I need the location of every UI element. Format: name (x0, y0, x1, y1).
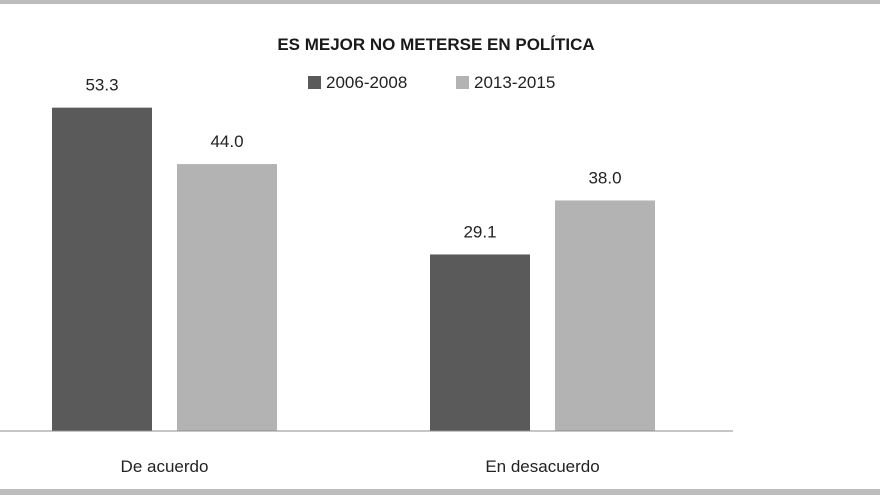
bar-chart: ES MEJOR NO METERSE EN POLÍTICA 2006-200… (0, 35, 733, 476)
bar-2-1 (430, 254, 530, 431)
category-label-2: En desacuerdo (485, 457, 599, 476)
legend-swatch-2 (456, 76, 469, 89)
legend-swatch-1 (308, 76, 321, 89)
data-label-1-2: 44.0 (210, 132, 243, 151)
bar-1-1 (52, 107, 152, 431)
bar-2-2 (555, 200, 655, 431)
chart-title: ES MEJOR NO METERSE EN POLÍTICA (277, 35, 594, 54)
legend-label-2: 2013-2015 (474, 73, 555, 92)
data-label-2-1: 29.1 (463, 222, 496, 241)
category-labels: De acuerdo En desacuerdo (121, 457, 600, 476)
legend: 2006-2008 2013-2015 (308, 73, 555, 92)
category-label-1: De acuerdo (121, 457, 209, 476)
bar-1-2 (177, 164, 277, 432)
data-labels: 53.3 44.0 29.1 38.0 (85, 76, 621, 242)
data-label-1-1: 53.3 (85, 76, 118, 95)
legend-label-1: 2006-2008 (326, 73, 407, 92)
bars (52, 107, 655, 432)
data-label-2-2: 38.0 (588, 168, 621, 187)
